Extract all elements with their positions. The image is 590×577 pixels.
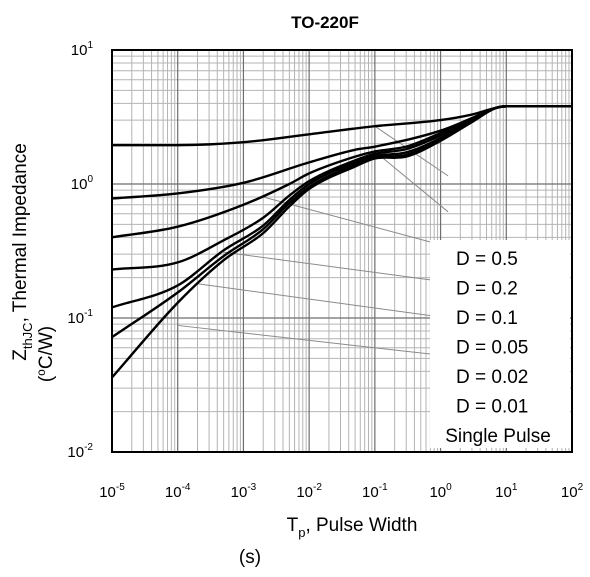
y-tick-label: 10-2: [67, 442, 93, 461]
legend-entry: D = 0.01: [456, 397, 528, 418]
y-tick-label: 101: [71, 40, 94, 59]
legend-entry: D = 0.05: [456, 338, 528, 359]
plot-frame: [111, 49, 573, 453]
legend-leader-line: [197, 283, 449, 319]
legend-entry: Single Pulse: [445, 426, 551, 447]
x-tick-label: 10-5: [99, 482, 125, 501]
legend: D = 0.5 D = 0.2 D = 0.1 D = 0.05 D = 0.02 D =…: [445, 249, 551, 447]
legend-leader-line: [263, 196, 449, 248]
legend-entry: D = 0.5: [456, 249, 518, 270]
legend-leader-line: [177, 324, 449, 357]
legend-entry: D = 0.2: [456, 279, 518, 300]
chart-title: TO-220F: [291, 13, 359, 32]
legend-leader-line: [374, 151, 449, 213]
data-series: [111, 105, 572, 379]
y-axis-unit: (oC/W): [34, 326, 57, 382]
x-tick-label: 100: [429, 482, 452, 501]
x-tick-label: 10-2: [296, 482, 322, 501]
x-axis-label: Tp, Pulse Width: [287, 515, 418, 540]
legend-leader-lines: [177, 125, 449, 357]
y-tick-labels: 101 100 10-1 10-2: [67, 40, 93, 461]
y-axis-label: ZthJC, Thermal Impedance: [10, 143, 35, 361]
x-tick-label: 102: [561, 482, 584, 501]
legend-entry: D = 0.02: [456, 367, 528, 388]
legend-leader-line: [223, 251, 449, 283]
x-tick-label: 10-3: [231, 482, 257, 501]
legend-box: [430, 240, 570, 448]
legend-entry: D = 0.1: [456, 308, 518, 329]
y-tick-label: 100: [71, 174, 94, 193]
x-tick-label: 10-4: [165, 482, 191, 501]
x-tick-label: 10-1: [362, 482, 388, 501]
series-line-single-pulse: [111, 105, 572, 379]
x-tick-labels: 10-5 10-4 10-3 10-2 10-1 100 101 102: [99, 482, 583, 501]
x-axis-unit: (s): [239, 547, 261, 568]
y-tick-label: 10-1: [67, 308, 93, 327]
x-tick-label: 101: [495, 482, 518, 501]
